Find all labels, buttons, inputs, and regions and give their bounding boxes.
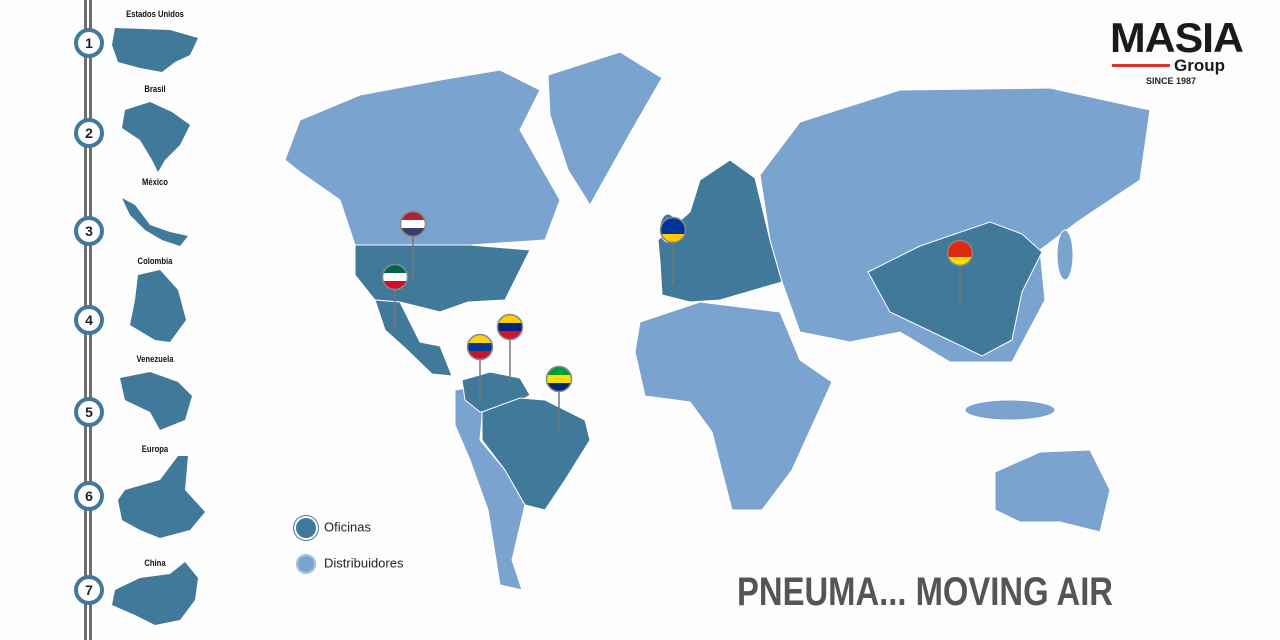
usa-flag-pin: [399, 210, 427, 279]
venezuela-silhouette: [120, 372, 192, 430]
step-1: 1: [74, 28, 104, 58]
country-label: Colombia: [137, 256, 173, 266]
legend-label: Distribuidores: [324, 555, 404, 571]
region-asia: [759, 87, 1151, 363]
logo-name: MASIA: [1110, 14, 1244, 61]
country-label: Estados Unidos: [126, 9, 184, 19]
country-label: Brasil: [144, 84, 166, 94]
step-5: 5: [74, 397, 104, 427]
distributors-swatch-icon: [296, 554, 316, 574]
china-silhouette: [112, 562, 198, 625]
legend-distributors: Distribuidores: [296, 554, 403, 574]
region-indonesia: [964, 399, 1056, 421]
masia-logo: MASIA Group SINCE 1987: [1110, 14, 1245, 87]
logo-since: SINCE 1987: [1146, 76, 1197, 86]
region-canada-alaska: [284, 69, 561, 246]
region-china: [867, 221, 1043, 357]
country-label: China: [144, 558, 166, 568]
tagline: PNEUMA... MOVING AIR: [737, 570, 1114, 614]
region-brazil: [481, 397, 591, 511]
step-7: 7: [74, 575, 104, 605]
step-6: 6: [74, 481, 104, 511]
region-africa: [634, 301, 833, 511]
offices-swatch-icon: [296, 518, 316, 538]
region-usa: [354, 244, 531, 313]
usa-silhouette: [112, 28, 198, 72]
region-greenland: [547, 51, 663, 206]
step-4: 4: [74, 305, 104, 335]
country-label: Venezuela: [136, 354, 174, 364]
legend-label: Oficinas: [324, 519, 371, 535]
region-south-america-light: [454, 384, 526, 591]
colombia-silhouette: [130, 270, 186, 342]
country-silhouettes: [112, 28, 205, 625]
mexico-silhouette: [122, 198, 188, 246]
brazil-silhouette: [122, 102, 190, 172]
region-australia: [994, 449, 1111, 533]
step-2: 2: [74, 118, 104, 148]
brazil-flag-pin: [545, 365, 573, 434]
eu-flag-pin: [659, 216, 687, 285]
legend-offices: Oficinas: [296, 518, 371, 538]
mexico-flag-pin: [381, 263, 409, 332]
logo-red-bar: [1112, 64, 1170, 67]
europe-silhouette: [118, 456, 205, 538]
venezuela-flag-pin: [496, 313, 524, 382]
region-japan: [1056, 229, 1074, 281]
china-flag-pin: [946, 239, 974, 308]
logo-group: Group: [1174, 56, 1225, 75]
step-3: 3: [74, 216, 104, 246]
country-label: México: [142, 177, 168, 187]
colombia-flag-pin: [466, 333, 494, 402]
country-label: Europa: [141, 444, 169, 454]
